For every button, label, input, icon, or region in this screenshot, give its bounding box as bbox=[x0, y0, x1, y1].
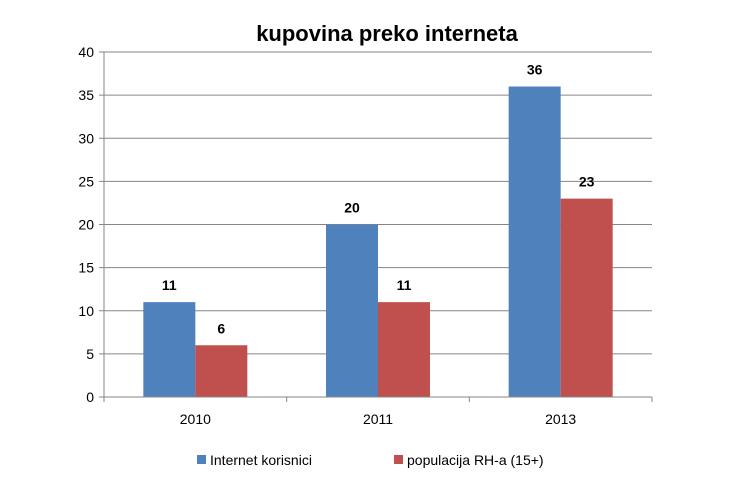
bars bbox=[143, 86, 613, 397]
y-axis-ticks: 0 5 10 15 20 25 30 35 40 bbox=[78, 44, 104, 405]
data-label: 23 bbox=[579, 174, 595, 190]
legend: Internet korisnici populacija RH-a (15+) bbox=[197, 452, 544, 468]
x-axis-ticks: 2010 2011 2013 bbox=[103, 397, 653, 427]
x-tick-label: 2013 bbox=[545, 411, 576, 427]
y-tick-label: 25 bbox=[78, 173, 94, 189]
bar-2013-series-0 bbox=[508, 86, 561, 397]
y-tick-label: 35 bbox=[78, 87, 94, 103]
y-tick-label: 40 bbox=[78, 44, 94, 60]
y-tick-label: 0 bbox=[86, 389, 94, 405]
data-label: 11 bbox=[397, 277, 412, 293]
x-tick-label: 2011 bbox=[363, 411, 393, 427]
x-tick-label: 2010 bbox=[180, 411, 211, 427]
legend-swatch bbox=[394, 455, 403, 464]
y-tick-label: 5 bbox=[86, 346, 94, 362]
bar-2011-series-0 bbox=[326, 224, 378, 397]
bar-2013-series-1 bbox=[560, 198, 613, 397]
data-label: 36 bbox=[527, 62, 543, 78]
legend-label: Internet korisnici bbox=[210, 452, 312, 468]
legend-label: populacija RH-a (15+) bbox=[407, 452, 544, 468]
legend-swatch bbox=[197, 455, 206, 464]
bar-2010-series-0 bbox=[143, 302, 196, 397]
y-tick-label: 20 bbox=[78, 217, 94, 233]
y-tick-label: 10 bbox=[78, 303, 94, 319]
y-tick-label: 15 bbox=[78, 260, 94, 276]
data-label: 11 bbox=[162, 277, 177, 293]
chart-title: kupovina preko interneta bbox=[256, 21, 518, 46]
data-label: 20 bbox=[344, 200, 360, 216]
y-tick-label: 30 bbox=[78, 130, 94, 146]
bar-2010-series-1 bbox=[195, 345, 248, 397]
data-labels: 11 6 20 11 36 23 bbox=[162, 62, 595, 337]
data-label: 6 bbox=[217, 320, 225, 336]
bar-2011-series-1 bbox=[378, 302, 430, 397]
